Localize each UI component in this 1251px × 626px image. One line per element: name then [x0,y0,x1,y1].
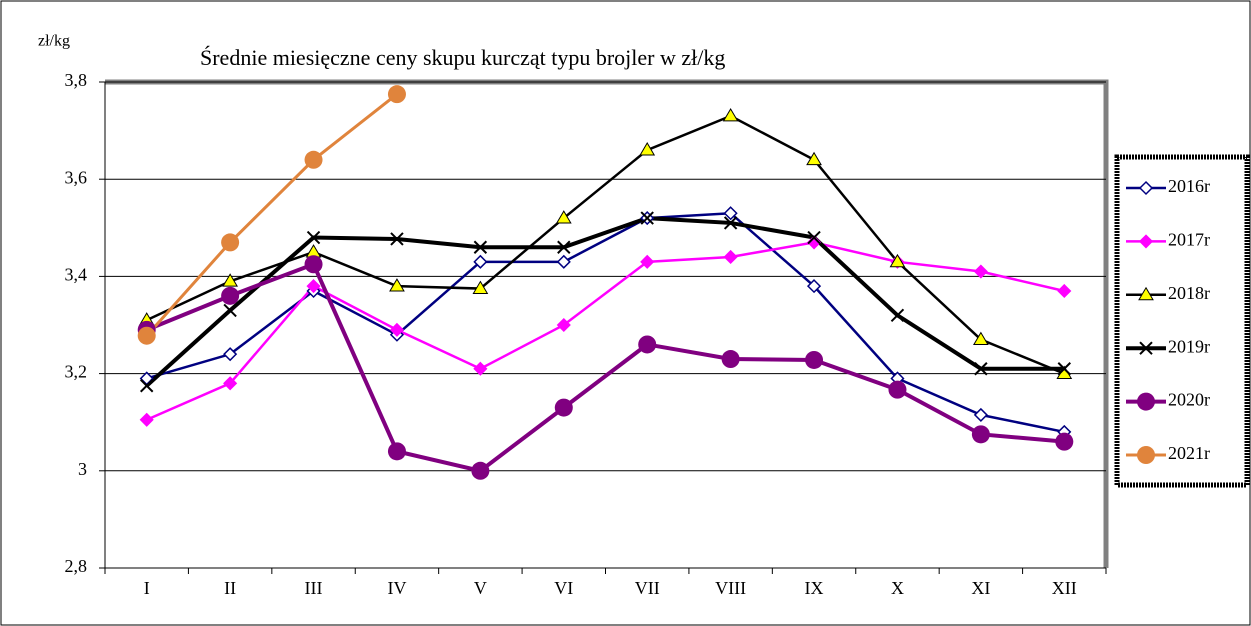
data-point [723,216,738,230]
data-point [222,273,238,287]
data-point [1057,362,1071,376]
legend-marker [1138,234,1154,249]
data-point [221,286,240,305]
series-line [145,261,1065,473]
data-point [1057,283,1072,299]
y-tick-label: 3,4 [65,265,88,285]
x-tick-label: V [474,578,487,598]
x-tick-label: VI [554,578,573,598]
data-point [806,279,822,294]
y-tick-label: 3,2 [65,362,88,382]
series-line [146,241,1065,421]
series-line [145,216,1065,388]
data-point [389,278,405,292]
legend-marker [1137,446,1155,464]
data-point [889,253,906,268]
data-point [390,232,404,246]
x-tick-label: IV [387,578,406,598]
data-point [389,322,405,337]
legend-label: 2016r [1168,176,1210,196]
y-tick-label: 3 [78,459,87,479]
data-point [1055,432,1074,451]
data-point [554,398,573,417]
data-point [472,280,489,294]
data-point [971,425,990,444]
data-point [723,249,738,265]
legend-box [1114,154,1250,488]
data-point [304,150,323,169]
chart-title: Średnie miesięczne ceny skupu kurcząt ty… [200,45,725,70]
data-point [471,461,490,480]
data-point [723,206,738,221]
x-tick-label: IX [805,578,824,598]
data-point [557,240,571,254]
data-point [306,279,321,294]
data-point [556,254,571,269]
data-point [139,412,154,427]
data-point [223,376,238,391]
data-point [137,326,156,345]
data-point [556,317,571,333]
data-point [973,331,989,345]
data-point [304,255,323,274]
data-point [640,254,655,269]
series-line [145,92,398,337]
y-axis-label: zł/kg [38,33,70,50]
legend-marker [1138,180,1154,196]
legend-label: 2021r [1168,443,1210,463]
data-point [223,347,238,362]
data-point [555,210,572,224]
data-point [722,108,739,122]
data-point [223,303,237,318]
legend-marker [1138,286,1154,301]
data-point [140,379,154,393]
data-point [888,380,907,399]
x-tick-label: III [305,578,323,598]
y-tick-label: 3,6 [65,167,88,187]
x-tick-label: VII [635,578,660,598]
data-point [973,264,988,279]
x-tick-label: II [224,578,236,598]
data-point [387,442,406,461]
legend-marker [1137,392,1155,411]
legend-label: 2017r [1168,230,1210,250]
legend-marker [1139,341,1153,355]
data-point [973,407,988,422]
data-point [805,350,824,369]
data-point [387,85,406,104]
data-point [473,361,488,376]
x-tick-label: XII [1052,578,1077,598]
y-tick-label: 3,8 [65,70,88,90]
data-point [306,230,321,245]
series-line [146,114,1065,375]
data-point [473,240,488,254]
x-tick-label: I [144,578,150,598]
data-point [807,230,821,245]
data-point [806,151,822,166]
legend-label: 2019r [1168,336,1210,356]
data-point [638,335,657,354]
x-tick-label: XI [971,578,990,598]
data-point [639,142,656,156]
data-point [221,233,240,252]
legend-label: 2020r [1168,390,1210,410]
legend-label: 2018r [1168,283,1210,303]
data-point [473,254,488,269]
x-tick-label: VIII [715,578,746,598]
data-point [974,362,988,376]
y-tick-label: 2,8 [65,556,88,576]
data-point [890,308,905,322]
x-tick-label: X [891,578,904,598]
data-point [640,211,654,225]
data-point [721,350,740,369]
